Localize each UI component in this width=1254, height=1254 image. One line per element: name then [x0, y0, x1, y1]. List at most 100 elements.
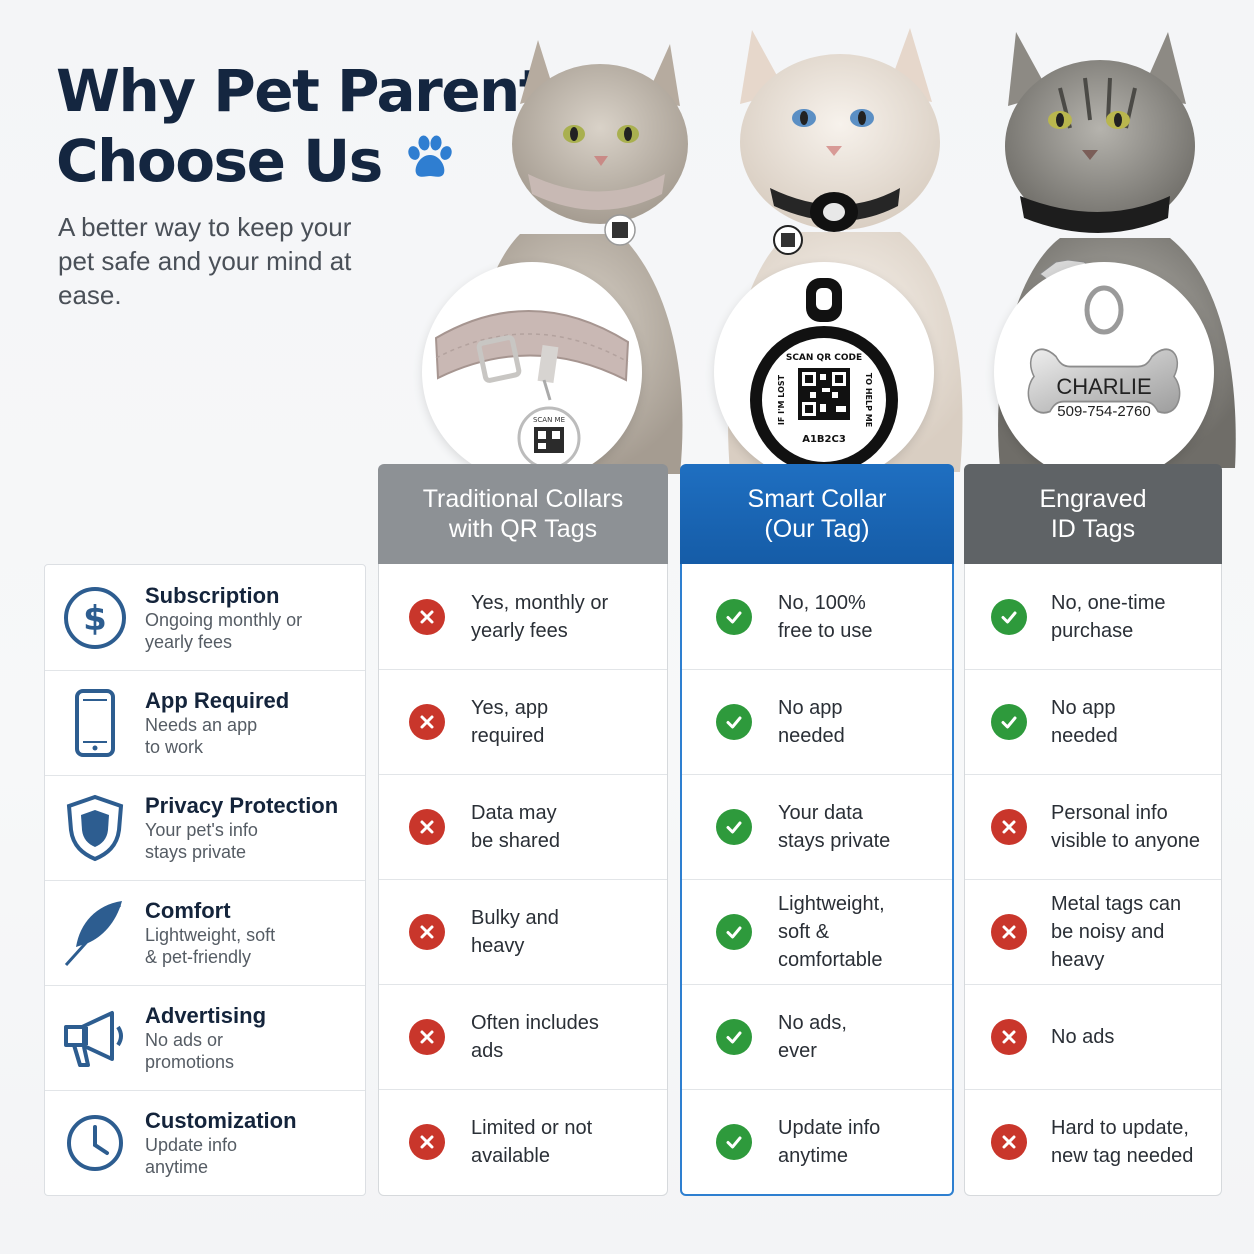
cross-icon: [409, 809, 445, 845]
cross-icon: [409, 704, 445, 740]
feather-icon: [45, 897, 145, 969]
cell-text-line: new tag needed: [1051, 1145, 1194, 1167]
feature-row-privacy: Privacy Protection Your pet's info stays…: [45, 775, 365, 880]
engraved-cell: Personal info visible to anyone: [965, 774, 1221, 879]
feature-row-subscription: $ Subscription Ongoing monthly or yearly…: [45, 565, 365, 670]
feature-desc: promotions: [145, 1052, 235, 1072]
cell-text-line: comfortable: [778, 949, 883, 971]
megaphone-icon: [45, 1007, 145, 1069]
smart-tag-top-text: SCAN QR CODE: [786, 353, 862, 363]
traditional-column: Yes, monthly or yearly fees Yes, app requir…: [378, 564, 668, 1196]
check-icon: [991, 704, 1027, 740]
feature-desc: stays private: [145, 842, 247, 862]
feature-desc: Lightweight, soft: [145, 925, 276, 945]
cell-text: No ads: [1051, 1023, 1114, 1051]
cell-text-line: Your data: [778, 802, 863, 824]
column-header-engraved: Engraved ID Tags: [964, 464, 1222, 564]
cell-text: No app needed: [1051, 694, 1118, 750]
feature-desc: to work: [145, 737, 204, 757]
engraved-column: No, one-time purchase No app needed Personal…: [964, 564, 1222, 1196]
cell-text: No ads, ever: [778, 1009, 847, 1065]
cell-text-line: visible to anyone: [1051, 830, 1200, 852]
column-header-line: Traditional Collars: [422, 485, 624, 513]
shield-icon: [45, 794, 145, 862]
feature-desc: Your pet's info: [145, 820, 258, 840]
feature-row-advertising: Advertising No ads or promotions: [45, 985, 365, 1090]
cell-text-line: required: [471, 725, 545, 747]
check-icon: [716, 1124, 752, 1160]
cell-text: Personal info visible to anyone: [1051, 799, 1200, 855]
cell-text-line: Limited or not: [471, 1117, 593, 1139]
cell-text-line: Often includes: [471, 1012, 599, 1034]
cell-text: Update info anytime: [778, 1114, 880, 1170]
feature-title: Customization: [145, 1108, 297, 1133]
traditional-cell: Yes, monthly or yearly fees: [379, 564, 667, 669]
feature-desc: Ongoing monthly or: [145, 609, 303, 630]
engraved-name: CHARLIE: [1056, 374, 1151, 399]
column-header-line: with QR Tags: [448, 515, 598, 543]
check-icon: [716, 598, 752, 635]
cell-text-line: Bulky and: [471, 907, 559, 929]
cell-text-line: ever: [778, 1040, 817, 1062]
feature-desc: yearly fees: [145, 631, 233, 652]
cross-icon: [409, 1124, 445, 1160]
cell-text-line: Personal info: [1051, 802, 1168, 824]
column-header-smart: Smart Collar (Our Tag): [680, 464, 954, 564]
feature-row-customization: Customization Update info anytime: [45, 1090, 365, 1195]
cross-icon: [991, 914, 1027, 950]
cell-text-line: Yes, monthly or: [471, 591, 609, 614]
cell-text-line: yearly fees: [471, 619, 568, 642]
smart-cell: Lightweight, soft & comfortable: [682, 879, 952, 984]
phone-icon: [45, 688, 145, 758]
page-title: Why Pet Parents Choose Us: [56, 56, 580, 196]
check-icon: [716, 914, 752, 950]
cross-icon: [991, 1019, 1027, 1055]
engraved-phone: 509-754-2760: [1057, 403, 1150, 420]
feature-title: Subscription: [145, 582, 280, 608]
cross-icon: [991, 809, 1027, 845]
engraved-cell: No app needed: [965, 669, 1221, 774]
traditional-cell: Data may be shared: [379, 774, 667, 879]
check-icon: [991, 598, 1027, 635]
cell-text-line: heavy: [471, 935, 525, 957]
column-header-line: Smart Collar: [747, 485, 887, 513]
traditional-cell: Often includes ads: [379, 984, 667, 1089]
feature-title: App Required: [145, 688, 290, 713]
traditional-cell: Yes, app required: [379, 669, 667, 774]
cell-text: Your data stays private: [778, 799, 890, 855]
cell-text-line: stays private: [778, 830, 891, 852]
smart-cell: No app needed: [682, 669, 952, 774]
cell-text-line: No ads: [1051, 1026, 1115, 1048]
feature-row-app: App Required Needs an app to work: [45, 670, 365, 775]
cell-text-line: heavy: [1051, 949, 1105, 971]
engraved-cell: Metal tags can be noisy and heavy: [965, 879, 1221, 984]
cell-text-line: be shared: [471, 830, 560, 852]
cell-text: Data may be shared: [471, 799, 560, 855]
cell-text: Bulky and heavy: [471, 904, 559, 960]
cell-text-line: No app: [778, 697, 843, 719]
svg-text:$: $: [83, 599, 107, 639]
traditional-cell: Bulky and heavy: [379, 879, 667, 984]
column-header-line: Engraved: [1039, 485, 1147, 513]
cell-text-line: be noisy and: [1051, 921, 1165, 943]
feature-list: $ Subscription Ongoing monthly or yearly…: [44, 564, 366, 1196]
cell-text-line: Update info: [778, 1117, 881, 1139]
check-icon: [716, 1019, 752, 1055]
cell-text-line: No app: [1051, 697, 1116, 719]
traditional-collar-image: SCAN ME: [422, 262, 642, 482]
subtitle: A better way to keep your pet safe and y…: [58, 212, 352, 310]
cross-icon: [409, 914, 445, 950]
cell-text: Lightweight, soft & comfortable: [778, 890, 885, 974]
cross-icon: [991, 1124, 1027, 1160]
column-header-line: (Our Tag): [764, 515, 870, 543]
feature-desc: anytime: [145, 1157, 209, 1177]
feature-desc: Needs an app: [145, 715, 258, 735]
cell-text-line: Hard to update,: [1051, 1117, 1189, 1139]
cell-text: No, one-time purchase: [1051, 589, 1166, 645]
engraved-cell: Hard to update, new tag needed: [965, 1089, 1221, 1194]
cross-icon: [409, 1019, 445, 1055]
feature-desc: & pet-friendly: [145, 947, 252, 967]
cell-text-line: Metal tags can: [1051, 893, 1182, 915]
smart-tag-image: SCAN QR CODE IF I'M LOST TO HELP ME A1B2…: [714, 262, 934, 482]
paw-icon: [404, 126, 454, 196]
